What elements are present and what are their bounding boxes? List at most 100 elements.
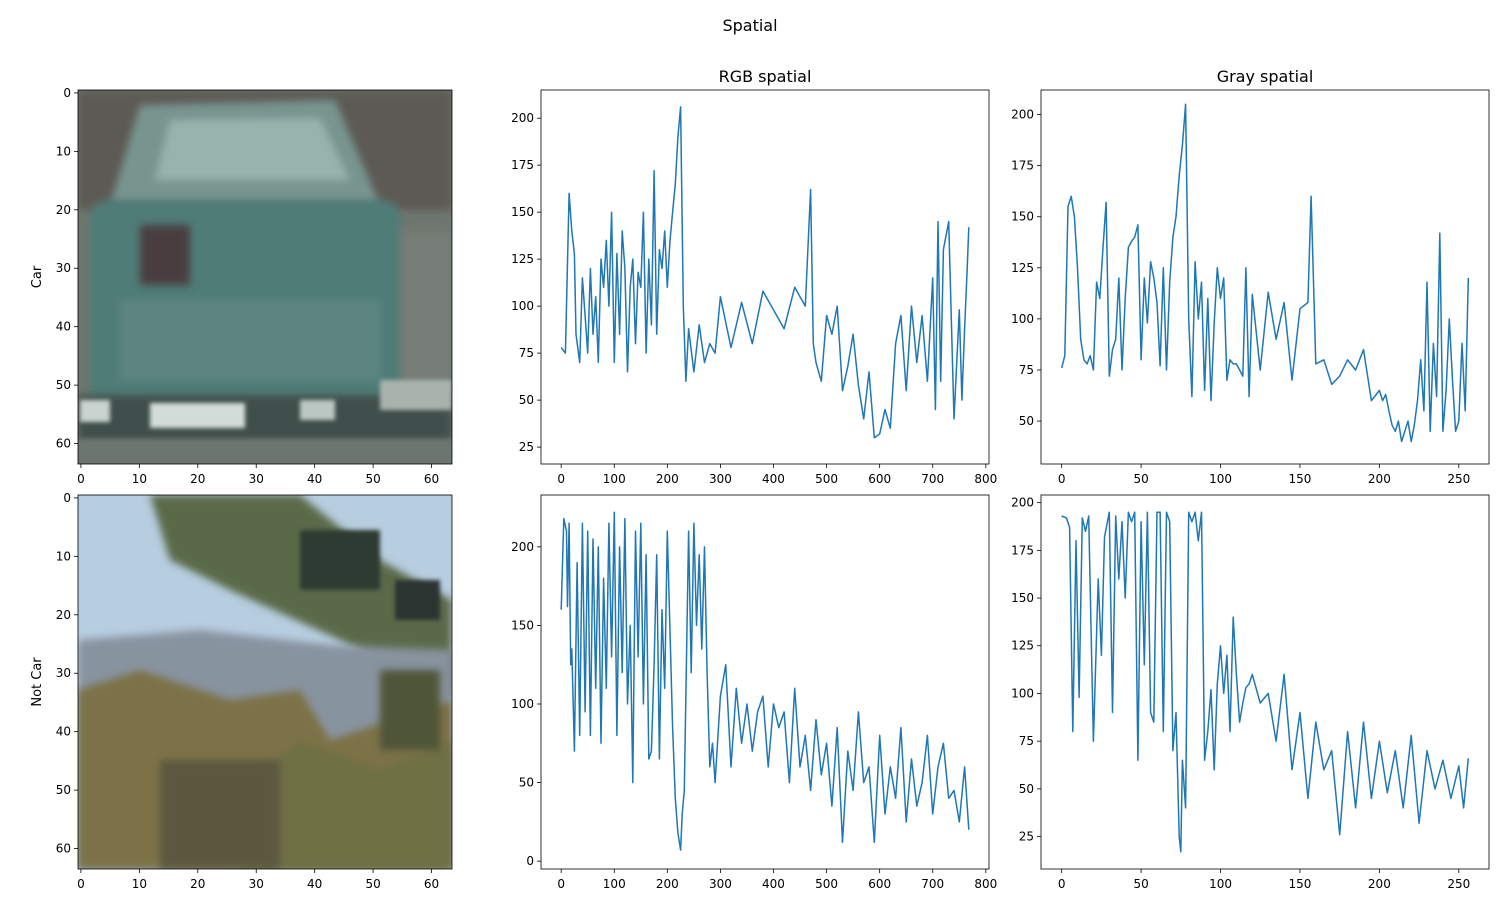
y-tick-label: 100: [1011, 686, 1034, 700]
x-tick-label: 0: [1058, 877, 1066, 891]
x-tick-label: 200: [656, 877, 679, 891]
y-tick-label: 175: [1011, 159, 1034, 173]
y-tick-label: 50: [56, 378, 71, 392]
x-tick-label: 500: [815, 877, 838, 891]
x-tick-label: 10: [132, 877, 147, 891]
y-tick-label: 50: [1019, 782, 1034, 796]
y-tick-label: 75: [1019, 363, 1034, 377]
axes-frame: [77, 89, 453, 465]
y-tick-label: 30: [56, 666, 71, 680]
x-tick-label: 800: [974, 472, 997, 486]
axes-frame: [1040, 89, 1490, 465]
y-tick-label: 200: [1011, 108, 1034, 122]
y-tick-label: 0: [63, 86, 71, 100]
figure-title: Spatial: [722, 16, 777, 35]
y-tick-label: 125: [511, 252, 534, 266]
x-tick-label: 0: [1058, 472, 1066, 486]
y-tick-label: 150: [511, 205, 534, 219]
x-tick-label: 700: [921, 472, 944, 486]
panel-car-image: 0 10 20 30 40 50 60 0 10 20 30 40 50 60: [56, 86, 453, 486]
x-tick-label: 100: [603, 877, 626, 891]
y-tick-label: 40: [56, 320, 71, 334]
x-tick-label: 50: [1133, 877, 1148, 891]
x-tick-label: 600: [868, 472, 891, 486]
y-tick-label: 50: [56, 783, 71, 797]
x-tick-label: 400: [762, 472, 785, 486]
y-tick-label: 20: [56, 608, 71, 622]
y-tick-label: 175: [1011, 543, 1034, 557]
panel-rgb-not-car: 0 100 200 300 400 500 600 700 800 0 50 100 150 200: [511, 494, 997, 891]
y-tick-label: 125: [1011, 261, 1034, 275]
y-tick-label: 100: [1011, 312, 1034, 326]
y-tick-label: 10: [56, 144, 71, 158]
panel-gray-car: 0 50 100 150 200 250 50 75 100 125 150 175 200: [1011, 89, 1490, 486]
series-line-rgb-not-car: [560, 511, 970, 851]
y-tick-label: 25: [519, 440, 534, 454]
y-tick-label: 30: [56, 261, 71, 275]
series-line-gray-car: [1060, 103, 1470, 443]
x-tick-label: 40: [307, 877, 322, 891]
x-tick-label: 30: [249, 472, 264, 486]
y-tick-label: 200: [1011, 496, 1034, 510]
x-tick-label: 150: [1288, 472, 1311, 486]
y-tick-label: 125: [1011, 639, 1034, 653]
x-tick-label: 20: [190, 472, 205, 486]
axes-frame: [1040, 494, 1490, 870]
x-tick-label: 100: [1209, 877, 1232, 891]
series-line-rgb-car: [560, 106, 970, 439]
panel-rgb-car: 0 100 200 300 400 500 600 700 800 25 50 75 100 125 150…: [511, 89, 997, 486]
x-tick-label: 10: [132, 472, 147, 486]
x-tick-label: 0: [77, 472, 85, 486]
y-tick-label: 150: [1011, 591, 1034, 605]
x-tick-label: 30: [249, 877, 264, 891]
x-tick-label: 200: [656, 472, 679, 486]
x-tick-label: 50: [1133, 472, 1148, 486]
axes-frame: [540, 89, 990, 465]
y-tick-label: 50: [1019, 414, 1034, 428]
y-tick-label: 150: [1011, 210, 1034, 224]
y-tick-label: 60: [56, 842, 71, 856]
y-tick-label: 0: [526, 854, 534, 868]
column-title-rgb: RGB spatial: [719, 67, 812, 86]
y-tick-label: 50: [519, 393, 534, 407]
row-label-not-car: Not Car: [30, 657, 45, 707]
x-tick-label: 50: [365, 877, 380, 891]
not-car-image: [78, 495, 452, 869]
x-tick-label: 400: [762, 877, 785, 891]
y-tick-label: 75: [519, 346, 534, 360]
y-tick-label: 10: [56, 549, 71, 563]
panel-not-car-image: 0 10 20 30 40 50 60 0 10 20 30 40 50 60: [56, 491, 453, 891]
y-tick-label: 175: [511, 158, 534, 172]
panel-gray-not-car: 0 50 100 150 200 250 25 50 75 100 125 150 175 200: [1011, 494, 1490, 891]
x-tick-label: 0: [557, 472, 565, 486]
x-tick-label: 0: [77, 877, 85, 891]
y-tick-label: 150: [511, 618, 534, 632]
y-tick-label: 100: [511, 697, 534, 711]
y-tick-label: 50: [519, 776, 534, 790]
x-tick-label: 300: [709, 877, 732, 891]
y-tick-label: 200: [511, 111, 534, 125]
row-label-car: Car: [30, 265, 45, 288]
x-tick-label: 250: [1447, 472, 1470, 486]
x-tick-label: 40: [307, 472, 322, 486]
x-tick-label: 200: [1368, 877, 1391, 891]
x-tick-label: 800: [974, 877, 997, 891]
axes-frame: [77, 494, 453, 870]
y-tick-label: 20: [56, 203, 71, 217]
series-line-gray-not-car: [1061, 511, 1470, 853]
axes-frame: [540, 494, 990, 870]
column-title-gray: Gray spatial: [1217, 67, 1314, 86]
x-tick-label: 60: [424, 877, 439, 891]
x-tick-label: 20: [190, 877, 205, 891]
x-tick-label: 600: [868, 877, 891, 891]
x-tick-label: 500: [815, 472, 838, 486]
x-tick-label: 250: [1447, 877, 1470, 891]
x-tick-label: 150: [1288, 877, 1311, 891]
y-tick-label: 25: [1019, 830, 1034, 844]
x-tick-label: 200: [1368, 472, 1391, 486]
y-tick-label: 200: [511, 540, 534, 554]
x-tick-label: 300: [709, 472, 732, 486]
x-tick-label: 50: [365, 472, 380, 486]
x-tick-label: 0: [557, 877, 565, 891]
